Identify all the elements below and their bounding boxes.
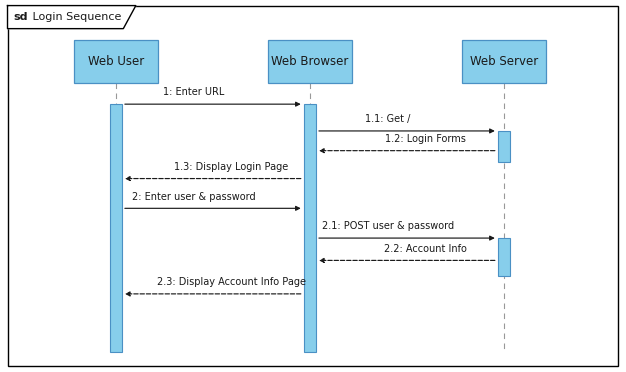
Text: 2.1: POST user & password: 2.1: POST user & password [322, 221, 454, 231]
Bar [498, 131, 510, 162]
Text: Web Browser: Web Browser [271, 55, 349, 68]
Text: 1: Enter URL: 1: Enter URL [163, 87, 225, 97]
Text: Web Server: Web Server [470, 55, 538, 68]
Text: 2.2: Account Info: 2.2: Account Info [384, 244, 467, 254]
Text: 2: Enter user & password: 2: Enter user & password [132, 192, 256, 202]
Text: 2.3: Display Account Info Page: 2.3: Display Account Info Page [157, 277, 306, 287]
Text: sd: sd [14, 12, 28, 22]
Bar [304, 104, 316, 352]
Text: 1.1: Get /: 1.1: Get / [366, 114, 411, 124]
Polygon shape [8, 6, 136, 29]
Bar [110, 104, 122, 352]
Text: Login Sequence: Login Sequence [29, 12, 121, 22]
Text: 1.2: Login Forms: 1.2: Login Forms [385, 134, 466, 144]
Text: 1.3: Display Login Page: 1.3: Display Login Page [175, 162, 289, 172]
Text: Web User: Web User [88, 55, 144, 68]
Bar [268, 40, 352, 83]
Bar [461, 40, 546, 83]
Bar [73, 40, 158, 83]
Bar [498, 238, 510, 276]
